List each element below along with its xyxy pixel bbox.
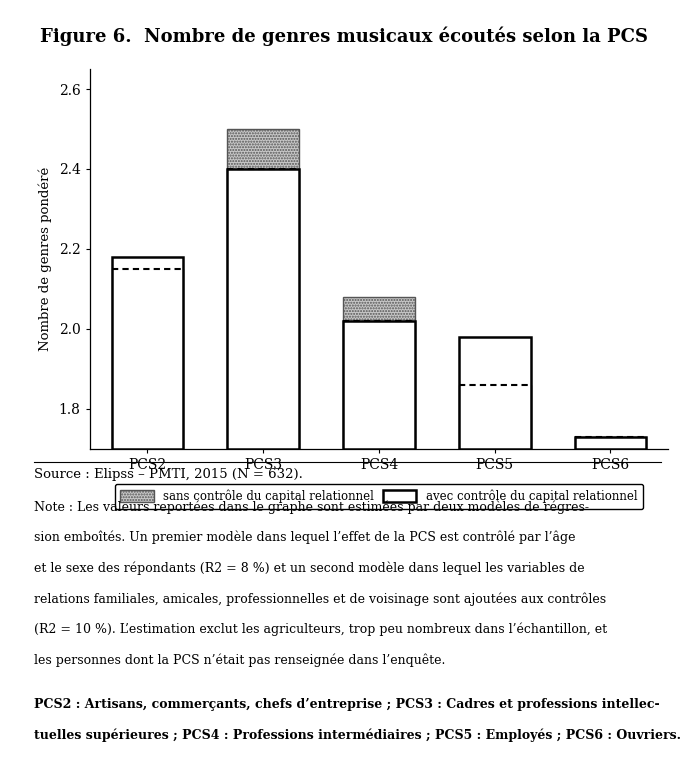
Legend: sans contrôle du capital relationnel, avec contrôle du capital relationnel: sans contrôle du capital relationnel, av… (114, 484, 644, 509)
Text: relations familiales, amicales, professionnelles et de voisinage sont ajoutées a: relations familiales, amicales, professi… (34, 592, 606, 606)
FancyBboxPatch shape (343, 297, 415, 449)
Text: Note : Les valeurs reportées dans le graphe sont estimées par deux modèles de ré: Note : Les valeurs reportées dans le gra… (34, 500, 590, 514)
FancyBboxPatch shape (343, 321, 415, 449)
Text: les personnes dont la PCS n’était pas renseignée dans l’enquête.: les personnes dont la PCS n’était pas re… (34, 653, 446, 667)
FancyBboxPatch shape (112, 269, 183, 449)
Text: Figure 6.  Nombre de genres musicaux écoutés selon la PCS: Figure 6. Nombre de genres musicaux écou… (41, 27, 648, 46)
Text: (R2 = 10 %). L’estimation exclut les agriculteurs, trop peu nombreux dans l’écha: (R2 = 10 %). L’estimation exclut les agr… (34, 623, 608, 637)
Y-axis label: Nombre de genres pondéré: Nombre de genres pondéré (38, 166, 52, 351)
Text: sion emboîtés. Un premier modèle dans lequel l’effet de la PCS est contrôlé par : sion emboîtés. Un premier modèle dans le… (34, 531, 576, 545)
FancyBboxPatch shape (459, 337, 531, 449)
FancyBboxPatch shape (575, 436, 646, 449)
Text: tuelles supérieures ; PCS4 : Professions intermédiaires ; PCS5 : Employés ; PCS6: tuelles supérieures ; PCS4 : Professions… (34, 729, 681, 742)
FancyBboxPatch shape (459, 385, 531, 449)
FancyBboxPatch shape (575, 436, 646, 449)
Text: PCS2 : Artisans, commerçants, chefs d’entreprise ; PCS3 : Cadres et professions : PCS2 : Artisans, commerçants, chefs d’en… (34, 698, 660, 711)
FancyBboxPatch shape (112, 257, 183, 449)
FancyBboxPatch shape (227, 169, 299, 449)
FancyBboxPatch shape (227, 129, 299, 449)
Text: Source : Elipss – PMTI, 2015 (N = 632).: Source : Elipss – PMTI, 2015 (N = 632). (34, 468, 303, 481)
Text: et le sexe des répondants (R2 = 8 %) et un second modèle dans lequel les variabl: et le sexe des répondants (R2 = 8 %) et … (34, 561, 585, 575)
